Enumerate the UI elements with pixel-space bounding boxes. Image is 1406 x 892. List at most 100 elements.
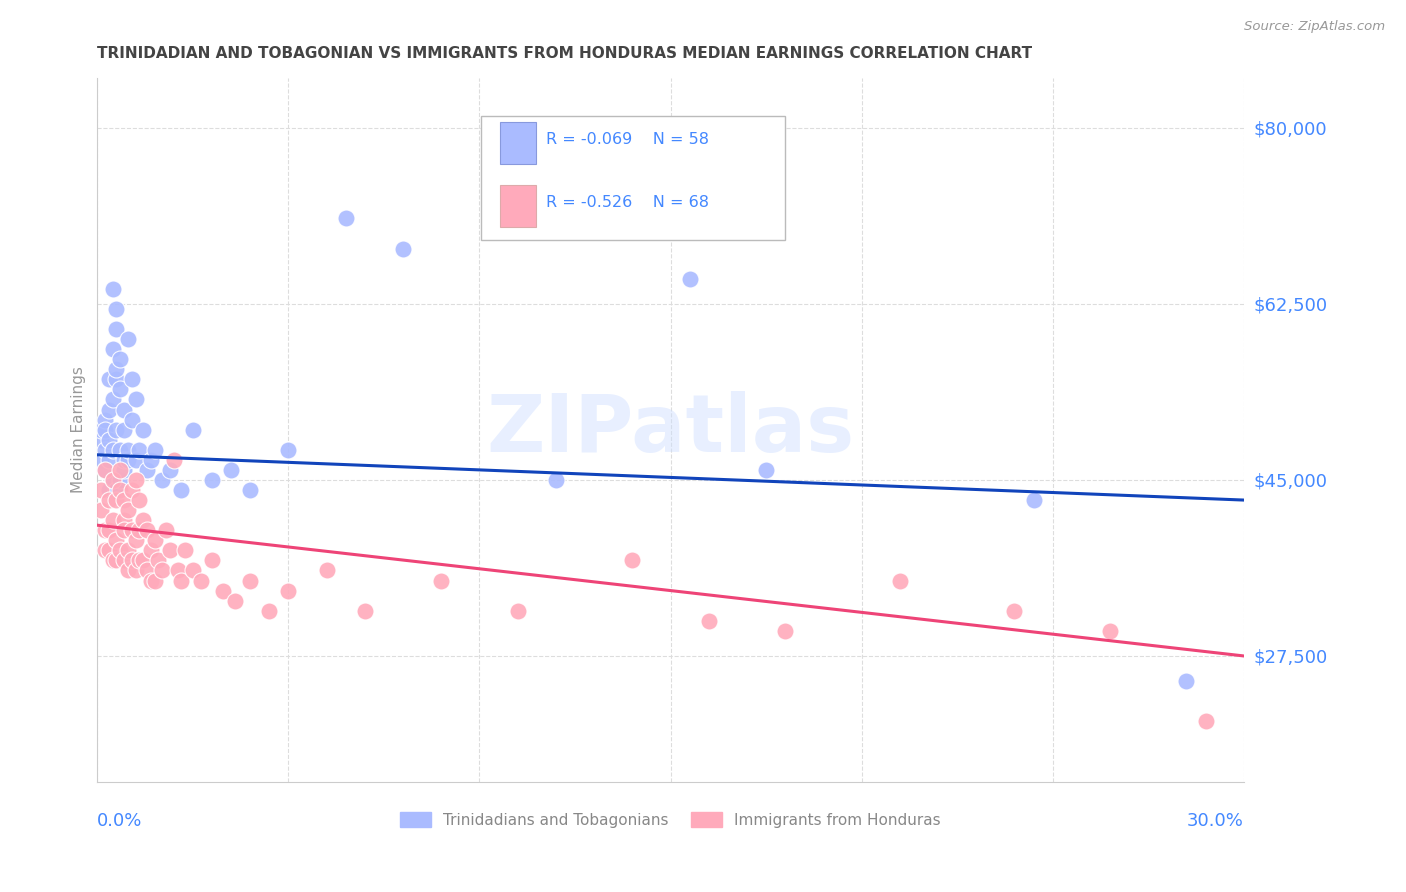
Point <box>90 423 112 437</box>
Point <box>105 483 128 497</box>
Point <box>143 533 166 548</box>
Point <box>117 442 139 457</box>
Point <box>136 564 159 578</box>
Point <box>132 513 155 527</box>
FancyBboxPatch shape <box>481 116 785 240</box>
Point <box>94 543 117 558</box>
Point <box>110 473 132 487</box>
Point <box>621 553 644 567</box>
Point <box>105 553 128 567</box>
Point <box>315 564 337 578</box>
Point <box>132 423 155 437</box>
Point <box>117 564 139 578</box>
Point <box>101 392 124 407</box>
Point <box>94 423 117 437</box>
Point <box>105 533 128 548</box>
Point <box>755 463 778 477</box>
Point <box>105 372 128 386</box>
Point <box>110 383 132 397</box>
Point <box>97 523 120 537</box>
Point <box>124 392 146 407</box>
Point <box>139 453 162 467</box>
Point <box>132 553 155 567</box>
Point <box>90 433 112 447</box>
Text: R = -0.069    N = 58: R = -0.069 N = 58 <box>546 132 709 147</box>
Point <box>1004 604 1026 618</box>
Point <box>97 453 120 467</box>
Point <box>239 574 262 588</box>
Point <box>136 463 159 477</box>
Point <box>150 473 173 487</box>
Point <box>170 574 193 588</box>
Point <box>121 372 143 386</box>
Point <box>506 604 529 618</box>
Point <box>121 412 143 426</box>
Point <box>90 453 112 467</box>
Point <box>90 483 112 497</box>
Text: ZIPatlas: ZIPatlas <box>486 391 855 468</box>
Point <box>101 473 124 487</box>
Legend: Trinidadians and Tobagonians, Immigrants from Honduras: Trinidadians and Tobagonians, Immigrants… <box>394 805 948 834</box>
Point <box>889 574 911 588</box>
Point <box>259 604 281 618</box>
Point <box>335 211 357 226</box>
Point <box>124 453 146 467</box>
Point <box>128 493 150 508</box>
Point <box>97 483 120 497</box>
Point <box>155 523 177 537</box>
Point <box>124 533 146 548</box>
Point <box>201 473 224 487</box>
Point <box>90 503 112 517</box>
Point <box>110 352 132 367</box>
Point <box>94 463 117 477</box>
Point <box>159 463 181 477</box>
Point <box>128 523 150 537</box>
Point <box>117 453 139 467</box>
Point <box>1022 493 1045 508</box>
Point <box>105 423 128 437</box>
Text: R = -0.526    N = 68: R = -0.526 N = 68 <box>546 195 709 211</box>
Point <box>105 301 128 316</box>
Point <box>101 473 124 487</box>
Point <box>112 523 135 537</box>
Point <box>143 442 166 457</box>
Point <box>97 372 120 386</box>
Point <box>97 402 120 417</box>
Point <box>181 423 204 437</box>
Point <box>128 553 150 567</box>
Text: TRINIDADIAN AND TOBAGONIAN VS IMMIGRANTS FROM HONDURAS MEDIAN EARNINGS CORRELATI: TRINIDADIAN AND TOBAGONIAN VS IMMIGRANTS… <box>97 46 1032 62</box>
Point <box>124 564 146 578</box>
Point <box>105 322 128 336</box>
Text: 30.0%: 30.0% <box>1187 812 1244 830</box>
Point <box>697 614 720 628</box>
Point <box>143 574 166 588</box>
Point <box>124 473 146 487</box>
Point <box>190 574 212 588</box>
Point <box>105 362 128 376</box>
Point <box>544 473 567 487</box>
Point <box>94 412 117 426</box>
Text: 0.0%: 0.0% <box>97 812 143 830</box>
Point <box>239 483 262 497</box>
Point <box>139 543 162 558</box>
Point <box>277 583 299 598</box>
Point <box>101 442 124 457</box>
Point <box>97 433 120 447</box>
Point <box>94 523 117 537</box>
Point <box>112 553 135 567</box>
Point <box>112 402 135 417</box>
Point <box>392 242 415 256</box>
Point <box>121 523 143 537</box>
Point <box>110 463 132 477</box>
Point <box>219 463 242 477</box>
FancyBboxPatch shape <box>499 122 537 163</box>
Point <box>117 503 139 517</box>
Point <box>224 593 246 607</box>
Point <box>101 513 124 527</box>
Point <box>212 583 235 598</box>
Point <box>121 483 143 497</box>
Y-axis label: Median Earnings: Median Earnings <box>72 367 86 493</box>
Point <box>201 553 224 567</box>
Point <box>110 543 132 558</box>
Point <box>94 463 117 477</box>
